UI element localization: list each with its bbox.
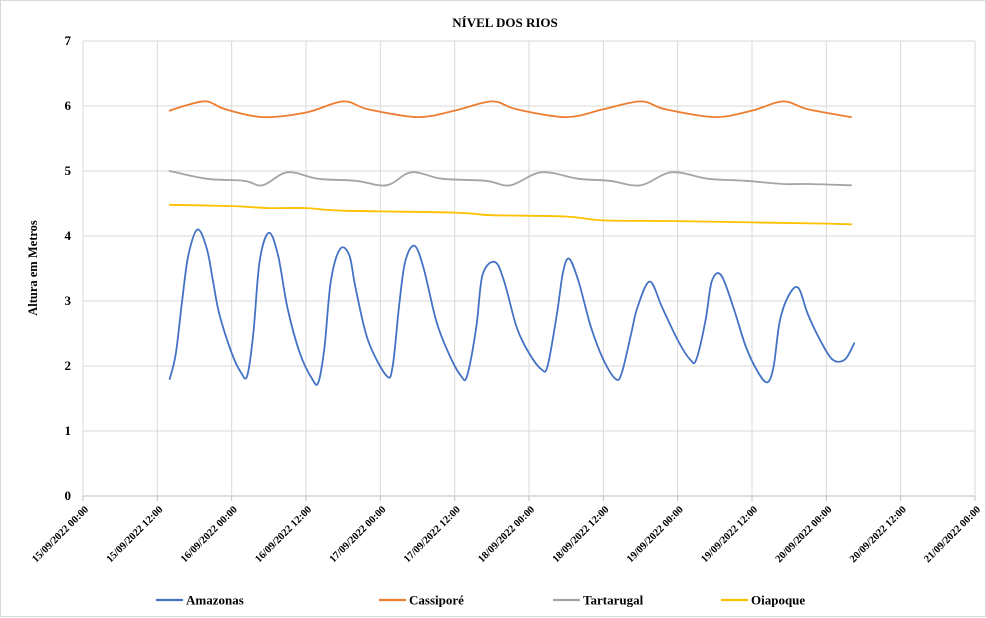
- y-tick-label: 7: [65, 33, 72, 48]
- x-tick-label: 16/09/2022 00:00: [179, 504, 240, 565]
- series-line-amazonas: [168, 228, 856, 386]
- chart-title: NÍVEL DOS RIOS: [452, 15, 557, 30]
- x-tick-label: 21/09/2022 00:00: [922, 504, 983, 565]
- legend-label: Cassiporé: [409, 593, 464, 608]
- y-tick-label: 3: [65, 293, 72, 308]
- x-tick-label: 17/09/2022 00:00: [328, 504, 389, 565]
- series-lines: [168, 100, 856, 386]
- x-tick-label: 20/09/2022 00:00: [774, 504, 835, 565]
- y-tick-labels: 0 1 2 3 4 5 6 7: [65, 33, 72, 503]
- series-line-oiapoque: [168, 203, 852, 226]
- x-tick-label: 16/09/2022 12:00: [253, 504, 314, 565]
- legend: Amazonas Cassiporé Tartarugal Oiapoque: [156, 593, 805, 608]
- legend-label: Tartarugal: [583, 593, 644, 608]
- y-tick-label: 1: [65, 423, 72, 438]
- y-axis-label: Altura em Metros: [26, 220, 40, 316]
- y-tick-label: 4: [65, 228, 72, 243]
- y-tick-label: 0: [65, 488, 72, 503]
- x-tick-label: 18/09/2022 12:00: [551, 504, 612, 565]
- x-tick-label: 17/09/2022 12:00: [402, 504, 463, 565]
- y-tick-label: 2: [65, 358, 72, 373]
- x-tick-label: 18/09/2022 00:00: [476, 504, 537, 565]
- x-tick-labels: 15/09/2022 00:00 15/09/2022 12:00 16/09/20…: [30, 504, 983, 565]
- legend-label: Amazonas: [186, 593, 244, 608]
- legend-label: Oiapoque: [751, 593, 805, 608]
- x-tick-label: 20/09/2022 12:00: [848, 504, 909, 565]
- y-tick-label: 6: [65, 98, 72, 113]
- y-tick-label: 5: [65, 163, 72, 178]
- series-line-tartarugal: [168, 170, 852, 187]
- x-tick-label: 19/09/2022 12:00: [699, 504, 760, 565]
- x-tick-label: 19/09/2022 00:00: [625, 504, 686, 565]
- grid: [82, 40, 976, 501]
- x-tick-label: 15/09/2022 00:00: [30, 504, 91, 565]
- series-line-cassipore: [168, 100, 852, 119]
- x-tick-label: 15/09/2022 12:00: [105, 504, 166, 565]
